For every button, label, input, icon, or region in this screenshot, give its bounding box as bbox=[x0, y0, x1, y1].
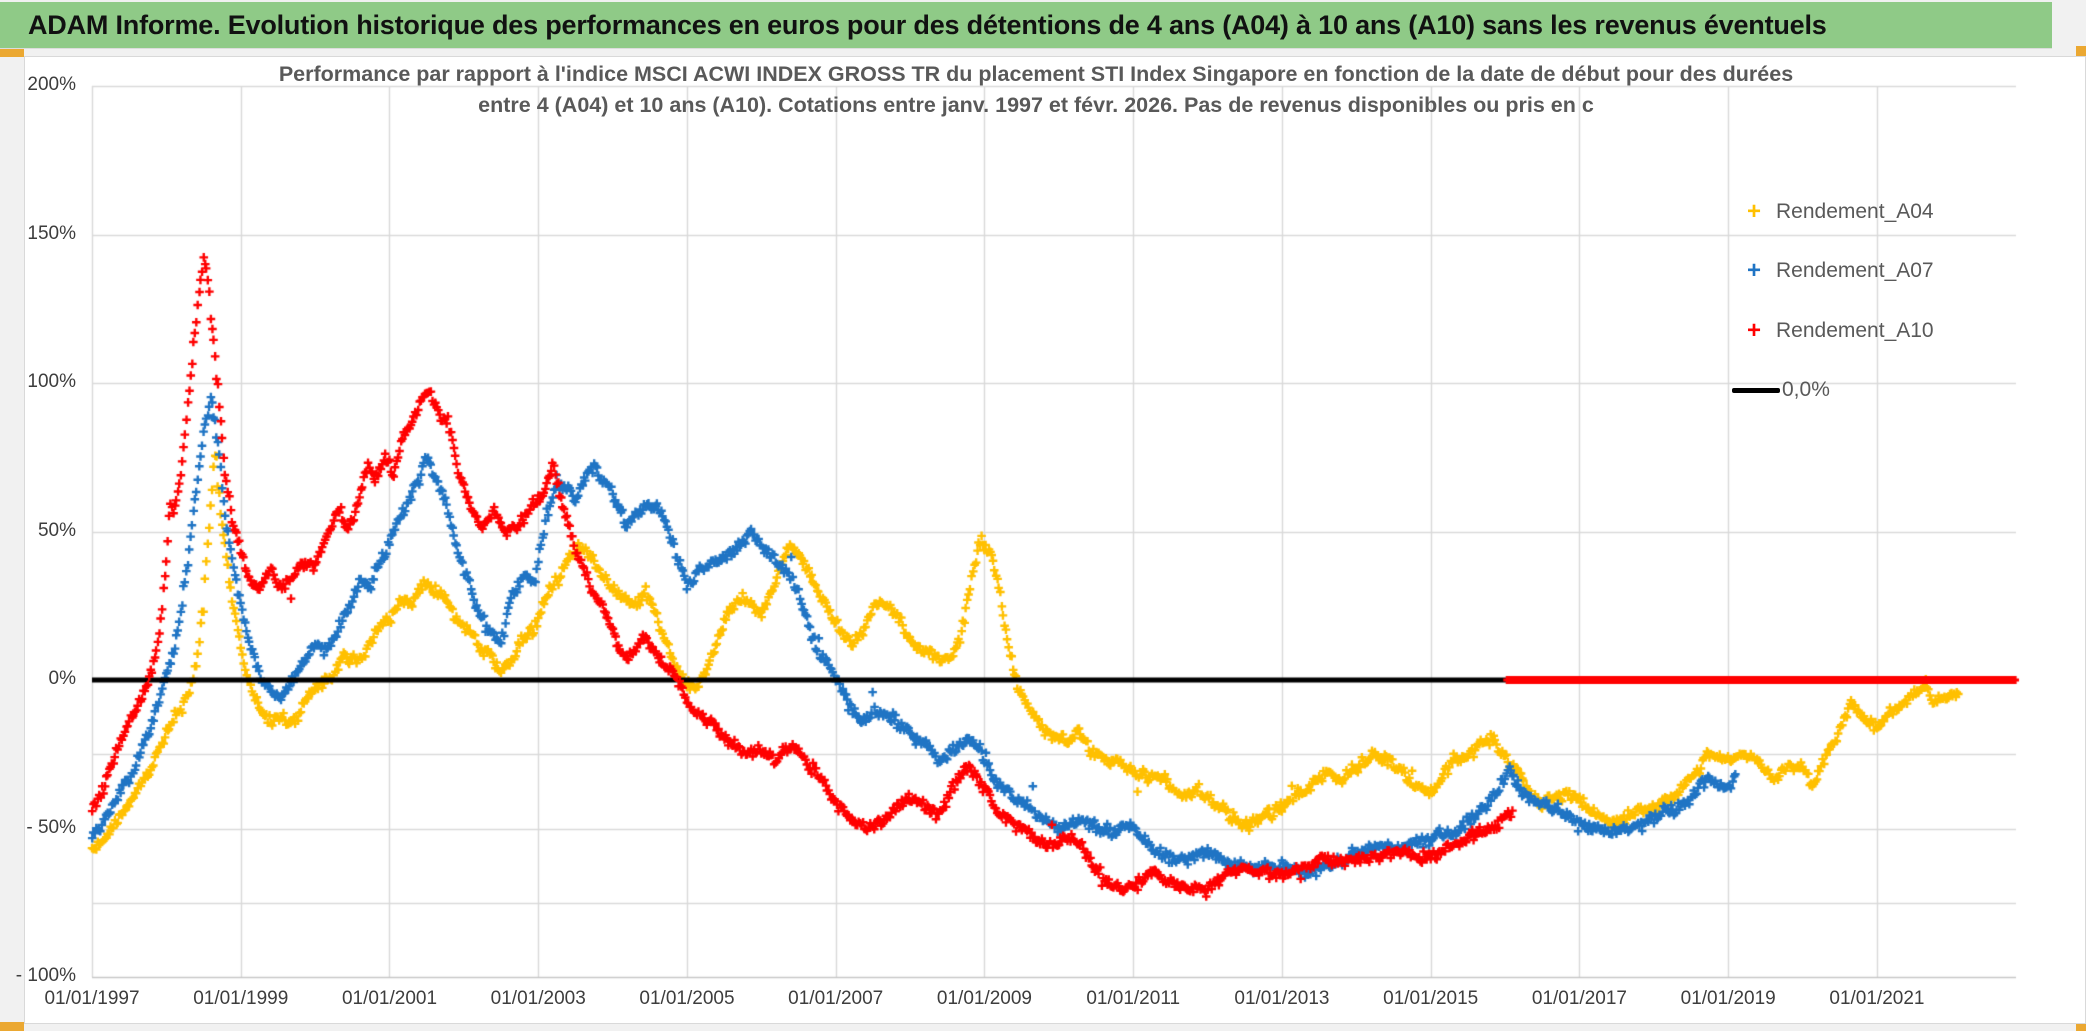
x-tick-label: 01/01/2015 bbox=[1383, 988, 1479, 1009]
chart-title-line2: entre 4 (A04) et 10 ans (A10). Cotations… bbox=[478, 93, 1594, 117]
x-tick-label: 01/01/2017 bbox=[1531, 988, 1627, 1009]
x-tick-label: 01/01/1999 bbox=[193, 988, 289, 1009]
x-tick-label: 01/01/2021 bbox=[1829, 988, 1925, 1009]
x-tick-label: 01/01/1997 bbox=[44, 988, 140, 1009]
zero-line-swatch-icon bbox=[1732, 387, 1780, 393]
legend-item-rendement-a04: + Rendement_A04 bbox=[1732, 197, 1934, 227]
plus-marker-icon: + bbox=[1746, 317, 1761, 344]
chart-title: Performance par rapport à l'indice MSCI … bbox=[196, 59, 1876, 121]
y-tick-label: 50% bbox=[37, 519, 76, 541]
x-tick-label: 01/01/2001 bbox=[341, 988, 438, 1009]
legend-label: 0,0% bbox=[1782, 378, 1830, 401]
legend-label: Rendement_A07 bbox=[1776, 259, 1934, 282]
legend-label: Rendement_A04 bbox=[1776, 200, 1934, 223]
legend-label: Rendement_A10 bbox=[1776, 319, 1934, 342]
legend-item-rendement-a07: + Rendement_A07 bbox=[1732, 256, 1934, 286]
legend-item-rendement-a10: + Rendement_A10 bbox=[1732, 316, 1934, 346]
y-tick-label: 150% bbox=[27, 222, 76, 244]
x-tick-label: 01/01/2019 bbox=[1680, 988, 1776, 1009]
x-tick-label: 01/01/2013 bbox=[1234, 988, 1330, 1009]
x-tick-label: 01/01/2005 bbox=[639, 988, 735, 1009]
plus-marker-icon: + bbox=[1746, 198, 1761, 225]
x-tick-label: 01/01/2011 bbox=[1086, 988, 1181, 1009]
x-tick-label: 01/01/2009 bbox=[936, 988, 1032, 1009]
y-tick-label: 200% bbox=[27, 74, 76, 95]
x-tick-label: 01/01/2003 bbox=[490, 988, 586, 1009]
y-tick-label: 100% bbox=[27, 371, 76, 392]
legend-item-zero-line: 0,0% bbox=[1732, 375, 1830, 405]
y-tick-label: - 100% bbox=[15, 965, 76, 986]
y-tick-label: 0% bbox=[48, 668, 76, 689]
x-tick-label: 01/01/2007 bbox=[788, 988, 884, 1009]
plus-marker-icon: + bbox=[1746, 257, 1761, 284]
chart-title-line1: Performance par rapport à l'indice MSCI … bbox=[278, 62, 1794, 86]
y-tick-label: - 50% bbox=[26, 816, 76, 838]
